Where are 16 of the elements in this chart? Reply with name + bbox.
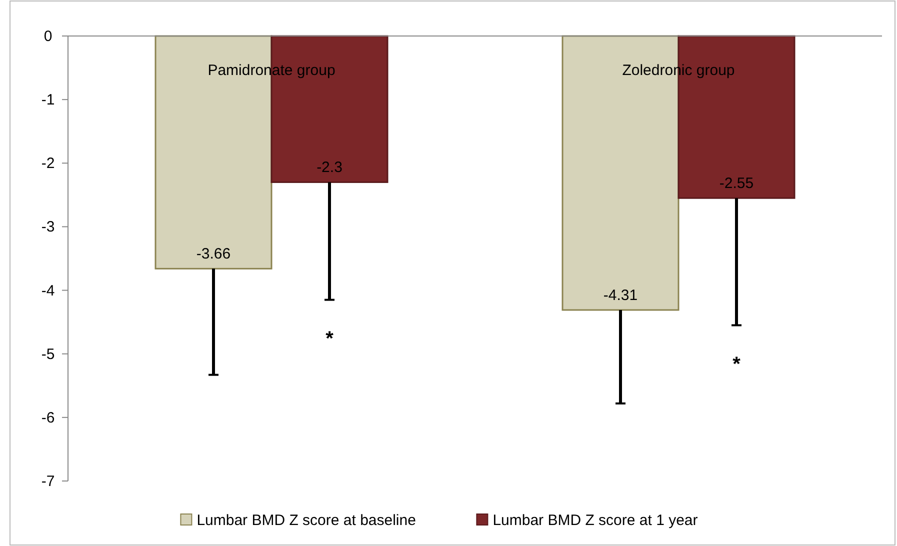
- annotation: *: [326, 328, 334, 350]
- y-tick-label: -1: [41, 92, 55, 109]
- legend-label: Lumbar BMD Z score at baseline: [196, 512, 416, 529]
- data-label: -2.3: [316, 159, 342, 176]
- y-tick-label: -4: [41, 282, 55, 300]
- legend-label: Lumbar BMD Z score at 1 year: [492, 512, 698, 529]
- y-tick-label: -6: [41, 409, 55, 426]
- data-label: -2.55: [719, 175, 754, 192]
- annotation: *: [732, 353, 741, 376]
- data-label: -3.66: [196, 246, 231, 263]
- y-tick-label: 0: [44, 28, 52, 45]
- data-label: -4.31: [603, 286, 638, 304]
- y-tick-label: -5: [41, 346, 55, 363]
- y-tick-label: -2: [41, 155, 55, 172]
- y-tick-label: -3: [41, 218, 55, 236]
- y-tick-label: -7: [41, 473, 55, 490]
